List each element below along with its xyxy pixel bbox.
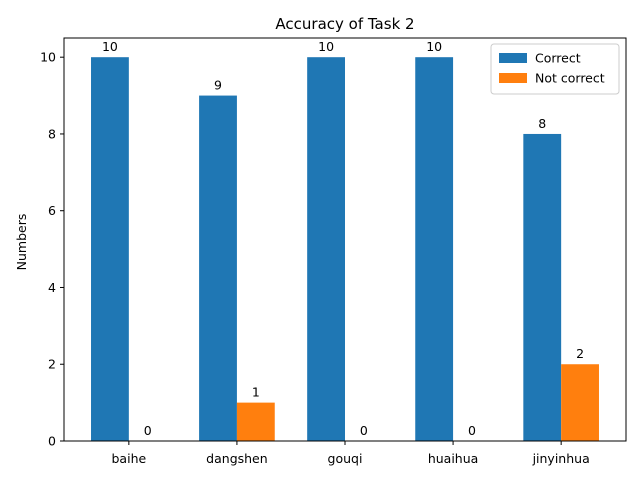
- chart-title: Accuracy of Task 2: [275, 15, 414, 33]
- y-tick-label: 0: [48, 434, 56, 449]
- bars-group: [91, 57, 599, 442]
- bar-jinyinhua-not-correct: [561, 364, 599, 441]
- y-tick-label: 2: [48, 357, 56, 372]
- legend-swatch: [499, 73, 527, 83]
- axis-ticks: baihe dangshen gouqi huaihua jinyinhua 0 2 4 6 8 1…: [40, 50, 590, 466]
- bar-jinyinhua-correct: [523, 133, 562, 441]
- bar-value-label: 8: [538, 116, 546, 131]
- legend: Correct Not correct: [490, 43, 620, 95]
- bar-value-label: 9: [214, 78, 222, 93]
- x-tick-label: jinyinhua: [532, 451, 590, 466]
- y-tick-label: 4: [48, 280, 56, 295]
- bar-value-label: 0: [468, 423, 476, 438]
- bar-value-label: 0: [144, 423, 152, 438]
- bar-value-label: 0: [360, 423, 368, 438]
- bar-baihe-correct: [91, 57, 129, 441]
- legend-entry: Correct: [535, 51, 581, 66]
- bar-gouqi-correct: [307, 57, 345, 441]
- x-tick-label: huaihua: [428, 451, 478, 466]
- bar-dangshen-correct: [199, 95, 237, 442]
- plot-frame: [63, 37, 627, 442]
- y-tick-label: 6: [48, 203, 56, 218]
- bar-huaihua-correct: [415, 57, 454, 441]
- y-tick-label: 8: [48, 126, 56, 141]
- bar-value-label: 10: [318, 39, 334, 54]
- x-tick-label: gouqi: [328, 451, 363, 466]
- bar-value-label: 10: [426, 39, 442, 54]
- x-tick-label: dangshen: [206, 451, 268, 466]
- y-tick-label: 10: [40, 50, 56, 65]
- y-axis-label: Numbers: [14, 214, 29, 271]
- bar-value-label: 2: [576, 346, 584, 361]
- bar-value-label: 1: [252, 385, 260, 400]
- x-tick-label: baihe: [112, 451, 147, 466]
- bar-value-label: 10: [102, 39, 118, 54]
- legend-entry: Not correct: [535, 71, 605, 86]
- legend-swatch: [499, 53, 527, 63]
- bar-dangshen-not-correct: [236, 402, 275, 441]
